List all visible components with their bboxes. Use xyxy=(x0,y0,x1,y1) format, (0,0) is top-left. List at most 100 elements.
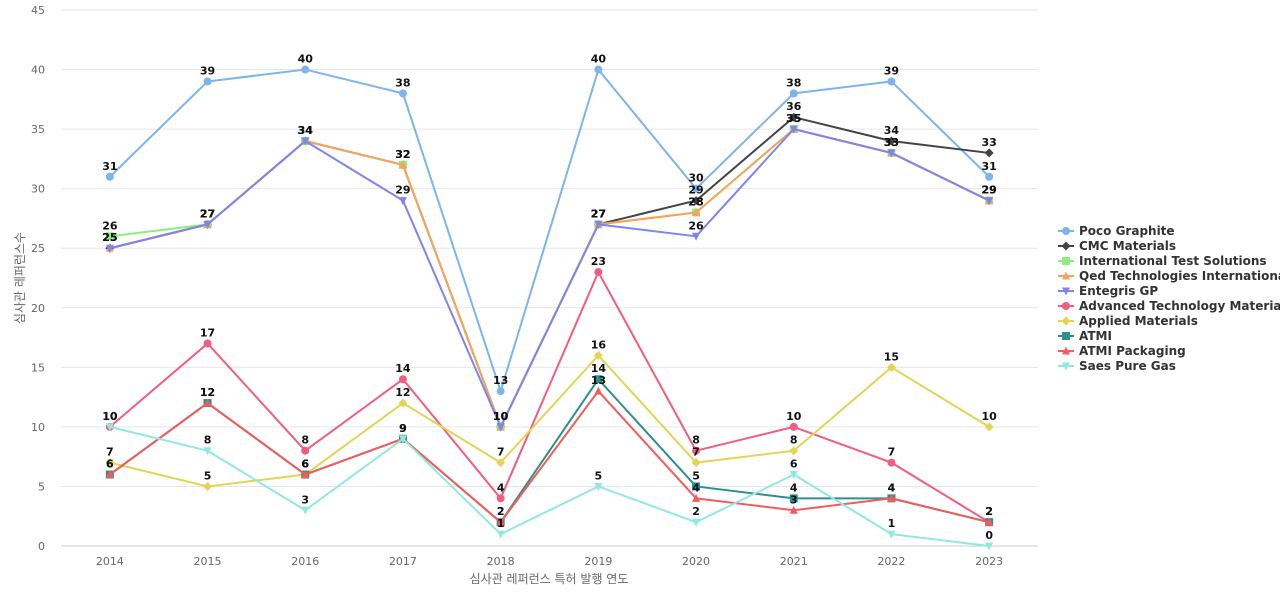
data-label: 36 xyxy=(786,100,802,113)
data-point[interactable] xyxy=(691,196,701,206)
data-point[interactable] xyxy=(789,471,798,480)
data-point[interactable] xyxy=(887,493,896,502)
data-point[interactable] xyxy=(692,446,701,455)
data-label: 27 xyxy=(200,207,215,220)
data-point[interactable] xyxy=(692,232,701,241)
data-point[interactable] xyxy=(398,160,407,169)
legend-item[interactable]: Applied Materials xyxy=(1058,314,1198,328)
data-point[interactable] xyxy=(789,446,799,456)
data-point[interactable] xyxy=(301,506,310,515)
data-point[interactable] xyxy=(985,172,994,181)
data-point[interactable] xyxy=(301,137,310,146)
data-point[interactable] xyxy=(105,458,115,468)
data-point[interactable] xyxy=(398,197,407,206)
data-point[interactable] xyxy=(203,220,212,229)
data-point[interactable] xyxy=(105,232,114,241)
data-label: 27 xyxy=(200,207,215,220)
data-point[interactable] xyxy=(301,446,310,455)
data-label: 8 xyxy=(204,434,212,447)
data-point[interactable] xyxy=(594,65,603,74)
data-label: 27 xyxy=(591,207,606,220)
legend-label: Entegris GP xyxy=(1079,284,1158,298)
data-point[interactable] xyxy=(105,172,114,181)
data-point[interactable] xyxy=(692,184,701,193)
data-point[interactable] xyxy=(692,518,701,527)
data-point[interactable] xyxy=(789,125,798,134)
data-point[interactable] xyxy=(594,220,603,229)
data-point[interactable] xyxy=(593,350,603,360)
data-point[interactable] xyxy=(496,530,505,539)
data-point[interactable] xyxy=(985,517,994,526)
data-point[interactable] xyxy=(886,136,896,146)
data-point[interactable] xyxy=(789,112,799,122)
data-point[interactable] xyxy=(203,481,213,491)
data-point[interactable] xyxy=(887,149,896,158)
data-point[interactable] xyxy=(594,268,603,277)
data-point[interactable] xyxy=(496,387,505,396)
data-point[interactable] xyxy=(886,362,896,372)
data-point[interactable] xyxy=(984,422,994,432)
data-labels: 3139403813403038393125273432102729363433… xyxy=(102,53,997,542)
data-point[interactable] xyxy=(496,494,505,503)
data-point[interactable] xyxy=(496,458,506,468)
data-point[interactable] xyxy=(203,77,212,86)
data-point[interactable] xyxy=(887,77,896,86)
data-point[interactable] xyxy=(301,470,310,479)
data-point[interactable] xyxy=(398,435,407,444)
data-point[interactable] xyxy=(398,398,408,408)
data-point[interactable] xyxy=(887,530,896,539)
data-point[interactable] xyxy=(789,494,798,503)
data-point[interactable] xyxy=(105,470,114,479)
data-point[interactable] xyxy=(692,207,701,216)
data-point[interactable] xyxy=(692,493,701,502)
data-label: 14 xyxy=(395,362,411,375)
data-point[interactable] xyxy=(398,375,407,384)
data-point[interactable] xyxy=(985,542,994,551)
data-label: 34 xyxy=(298,124,314,137)
data-point[interactable] xyxy=(203,447,212,456)
data-point[interactable] xyxy=(789,422,798,431)
data-point[interactable] xyxy=(105,423,114,432)
y-axis-title: 심사관 레퍼런스수 xyxy=(13,232,27,324)
data-point[interactable] xyxy=(105,244,114,253)
legend-marker xyxy=(1062,332,1070,340)
data-label: 4 xyxy=(497,481,505,494)
data-label: 4 xyxy=(888,481,896,494)
data-label: 16 xyxy=(591,338,607,351)
legend-item[interactable]: Entegris GP xyxy=(1058,284,1158,298)
legend-item[interactable]: ATMI xyxy=(1058,329,1112,343)
legend-item[interactable]: Saes Pure Gas xyxy=(1058,359,1176,373)
legend-item[interactable]: Advanced Technology Materials xyxy=(1058,299,1280,313)
legend-item[interactable]: Qed Technologies International xyxy=(1058,269,1280,283)
data-label: 32 xyxy=(395,148,410,161)
data-point[interactable] xyxy=(594,386,603,395)
data-point[interactable] xyxy=(301,65,310,74)
data-point[interactable] xyxy=(398,89,407,98)
data-point[interactable] xyxy=(887,458,896,467)
data-point[interactable] xyxy=(789,505,798,514)
data-label: 31 xyxy=(981,160,996,173)
legend-item[interactable]: CMC Materials xyxy=(1058,239,1176,253)
data-label: 7 xyxy=(497,446,505,459)
data-point[interactable] xyxy=(594,482,603,491)
data-point[interactable] xyxy=(594,375,603,384)
legend-item[interactable]: ATMI Packaging xyxy=(1058,344,1186,358)
legend-item[interactable]: International Test Solutions xyxy=(1058,254,1267,268)
data-label: 40 xyxy=(591,53,607,66)
data-label: 33 xyxy=(884,136,899,149)
data-point[interactable] xyxy=(496,517,505,526)
data-point[interactable] xyxy=(496,423,505,432)
data-point[interactable] xyxy=(203,398,212,407)
data-label: 6 xyxy=(301,458,309,471)
data-point[interactable] xyxy=(789,89,798,98)
data-point[interactable] xyxy=(985,197,994,206)
data-point[interactable] xyxy=(692,482,701,491)
legend-item[interactable]: Poco Graphite xyxy=(1058,224,1175,238)
data-point[interactable] xyxy=(691,458,701,468)
data-point[interactable] xyxy=(984,148,994,158)
data-label: 35 xyxy=(786,112,801,125)
x-tick-label: 2021 xyxy=(780,555,808,568)
data-label: 10 xyxy=(102,410,118,423)
data-point[interactable] xyxy=(203,339,212,348)
